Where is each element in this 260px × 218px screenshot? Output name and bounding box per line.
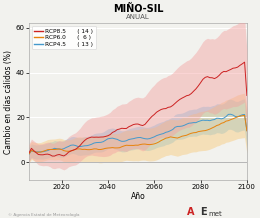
Text: A: A — [187, 207, 195, 217]
Y-axis label: Cambio en días cálidos (%): Cambio en días cálidos (%) — [4, 50, 13, 154]
Title: MIÑO-SIL: MIÑO-SIL — [113, 4, 163, 14]
Text: met: met — [208, 211, 222, 217]
Text: E: E — [200, 207, 207, 217]
Text: © Agencia Estatal de Meteorología: © Agencia Estatal de Meteorología — [8, 213, 79, 217]
Legend: RCP8.5      ( 14 ), RCP6.0      (  6 ), RCP4.5      ( 13 ): RCP8.5 ( 14 ), RCP6.0 ( 6 ), RCP4.5 ( 13… — [32, 26, 96, 49]
X-axis label: Año: Año — [131, 192, 145, 201]
Text: ANUAL: ANUAL — [126, 14, 150, 20]
